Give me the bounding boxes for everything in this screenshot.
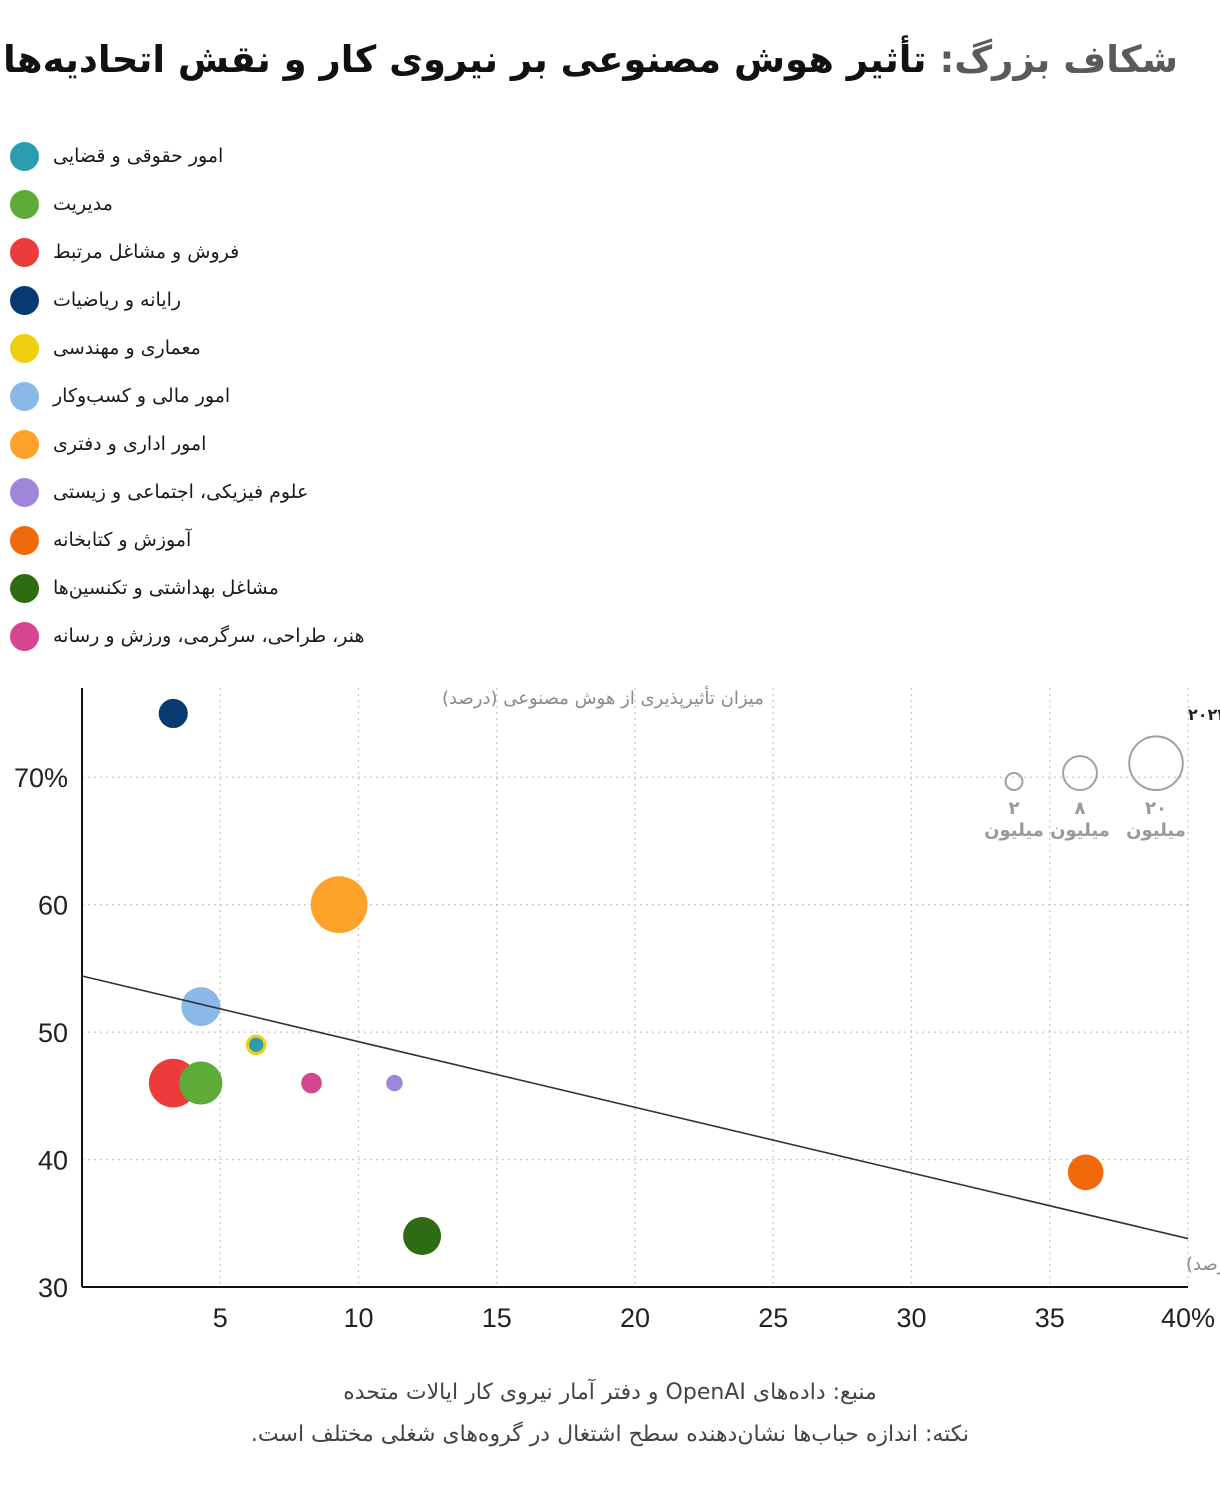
size-legend-value: ۲۰	[1145, 798, 1167, 819]
x-tick-label: 20	[620, 1303, 650, 1333]
legend-swatch	[10, 525, 39, 555]
x-tick-label: 15	[482, 1303, 512, 1333]
size-legend-unit: میلیون	[1126, 820, 1186, 841]
legend-label: معماری و مهندسی	[53, 337, 201, 359]
size-legend-value: ۸	[1075, 798, 1086, 819]
y-tick-label: 50	[38, 1018, 68, 1048]
y-tick-label: 70%	[14, 763, 68, 793]
bubble-size-note: نکته: اندازه حباب‌ها نشان‌دهنده سطح اشتغ…	[250, 1422, 970, 1447]
data-bubble	[158, 698, 188, 729]
size-legend-unit: میلیون	[1050, 820, 1110, 841]
legend-label: علوم فیزیکی، اجتماعی و زیستی	[53, 481, 309, 503]
legend-label: آموزش و کتابخانه	[53, 529, 192, 551]
data-bubble	[1067, 1154, 1104, 1191]
legend-swatch	[10, 381, 39, 411]
data-bubble	[403, 1217, 442, 1256]
source-note: منبع: داده‌های OpenAI و دفتر آمار نیروی …	[343, 1380, 877, 1405]
x-tick-label: 5	[213, 1303, 228, 1333]
legend-label: فروش و مشاغل مرتبط	[53, 241, 240, 263]
legend-item: مشاغل بهداشتی و تکنسین‌ها	[10, 568, 279, 608]
bubble-chart: 5 10 15 20 25 30 35 40% 30 40 50 60 70% میزان تأثیرپذ…	[14, 685, 1220, 1333]
y-tick-label: 30	[38, 1273, 68, 1303]
legend-swatch	[10, 477, 39, 507]
legend-item: امور حقوقی و قضایی	[10, 136, 223, 176]
size-legend-value: ۲	[1009, 798, 1020, 819]
data-bubble	[386, 1074, 403, 1092]
title-main: تأثیر هوش مصنوعی بر نیروی کار و نقش اتحا…	[3, 38, 927, 81]
legend-item: رایانه و ریاضیات	[10, 280, 181, 320]
legend-swatch	[10, 285, 39, 315]
legend-swatch	[10, 189, 39, 219]
data-bubble	[310, 876, 368, 934]
legend-item: امور مالی و کسب‌وکار	[10, 376, 230, 416]
legend-item: فروش و مشاغل مرتبط	[10, 232, 239, 272]
x-tick-label: 30	[896, 1303, 926, 1333]
legend-swatch	[10, 573, 39, 603]
legend-item: علوم فیزیکی، اجتماعی و زیستی	[10, 472, 308, 512]
size-legend-unit: میلیون	[984, 820, 1044, 841]
x-tick-label: 35	[1035, 1303, 1065, 1333]
legend-item: معماری و مهندسی	[10, 328, 201, 368]
x-axis-title: میزان نمایندگی اتحادیه‌های کارگری (درصد)	[1186, 1253, 1220, 1275]
legend-label: مدیریت	[53, 193, 113, 215]
y-axis-title: میزان تأثیرپذیری از هوش مصنوعی (درصد)	[442, 685, 764, 709]
y-tick-label: 60	[38, 891, 68, 921]
size-legend-circle	[1062, 755, 1098, 791]
data-bubble	[181, 987, 221, 1027]
legend-swatch	[10, 333, 39, 363]
data-bubble	[179, 1061, 223, 1105]
size-legend-circle	[1004, 772, 1024, 791]
trend-line	[81, 975, 1189, 1240]
legend-swatch	[10, 621, 39, 651]
legend-label: رایانه و ریاضیات	[53, 289, 182, 311]
legend-item: مدیریت	[10, 184, 113, 224]
x-tick-label: 40%	[1161, 1303, 1215, 1333]
data-bubble	[249, 1037, 264, 1052]
title-lead: شکاف بزرگ:	[939, 38, 1178, 81]
legend-label: امور مالی و کسب‌وکار	[53, 385, 231, 407]
size-legend-circle	[1128, 735, 1184, 792]
legend-label: امور حقوقی و قضایی	[53, 145, 224, 167]
x-tick-label: 25	[758, 1303, 788, 1333]
legend-label: امور اداری و دفتری	[53, 433, 207, 455]
data-bubble	[301, 1072, 322, 1094]
chart-title: شکاف بزرگ: تأثیر هوش مصنوعی بر نیروی کار…	[3, 30, 1178, 90]
legend-swatch	[10, 141, 39, 171]
legend-label: هنر، طراحی، سرگرمی، ورزش و رسانه	[53, 625, 365, 647]
legend-label: مشاغل بهداشتی و تکنسین‌ها	[53, 577, 279, 599]
legend-swatch	[10, 429, 39, 459]
legend-item: امور اداری و دفتری	[10, 424, 206, 464]
x-tick-label: 10	[343, 1303, 373, 1333]
legend-item: هنر، طراحی، سرگرمی، ورزش و رسانه	[10, 616, 365, 656]
legend-swatch	[10, 237, 39, 267]
legend-item: آموزش و کتابخانه	[10, 520, 191, 560]
y-tick-label: 40	[38, 1146, 68, 1176]
